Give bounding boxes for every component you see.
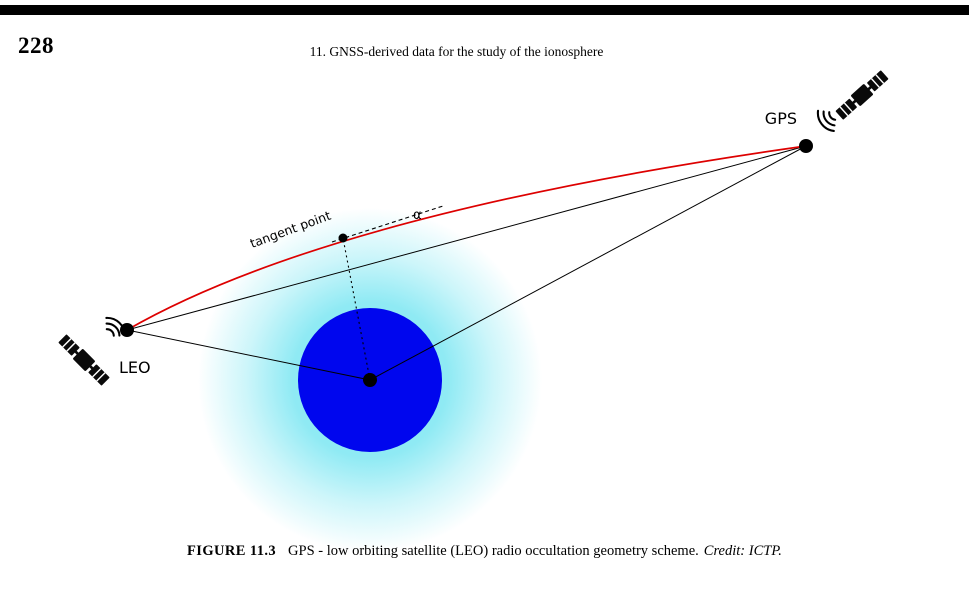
figure-caption-label: FIGURE 11.3: [187, 543, 277, 559]
running-head: 11. GNSS-derived data for the study of t…: [309, 44, 604, 59]
alpha-angle-label: α: [413, 208, 422, 223]
figure-caption-text: GPS - low orbiting satellite (LEO) radio…: [288, 543, 699, 559]
figure-caption-credit: Credit: ICTP.: [703, 543, 782, 559]
leo-label: LEO: [119, 358, 151, 377]
figure-caption: FIGURE 11.3 GPS - low orbiting satellite …: [0, 543, 969, 560]
tangent-direction-dashed-line: [331, 205, 444, 243]
header-rule: [0, 5, 969, 15]
earthcenter-tangentpoint-dotted-line: [342, 237, 371, 381]
gps-point: [799, 139, 813, 153]
gps-signal-icon: [812, 104, 842, 136]
earthcenter-leo-line: [126, 329, 371, 381]
earthcenter-gps-line: [369, 145, 807, 381]
tangent-point-marker: [338, 233, 348, 243]
gps-satellite-icon: [833, 68, 891, 122]
leo-gps-chord-line: [126, 145, 807, 331]
leo-satellite-icon: [56, 332, 112, 388]
occulted-ray-path: [126, 145, 807, 331]
page-number: 228: [18, 33, 54, 58]
gps-label: GPS: [765, 109, 797, 128]
earth-center-point: [363, 373, 377, 387]
